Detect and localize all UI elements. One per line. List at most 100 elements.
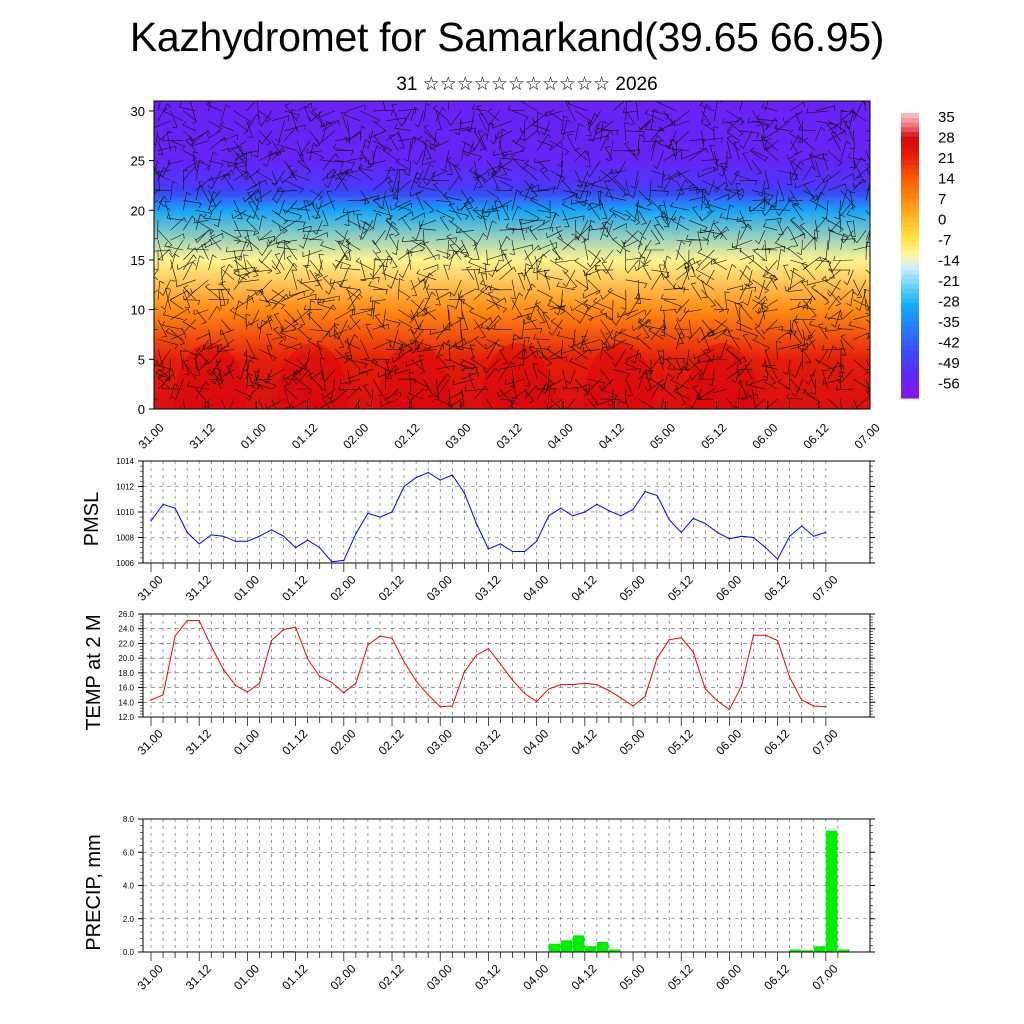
wind-barb <box>391 240 399 256</box>
wind-barb <box>344 168 361 181</box>
wind-barb <box>347 359 368 369</box>
wind-barb <box>801 280 816 300</box>
y-tick-label: 5 <box>138 352 145 367</box>
wind-barb <box>670 201 690 211</box>
wind-barb <box>488 259 500 278</box>
wind-barb <box>645 359 652 381</box>
wind-barb <box>247 309 260 326</box>
wind-barb <box>248 201 260 221</box>
x-tick-label: 01.12 <box>279 961 310 992</box>
wind-barb <box>274 253 285 271</box>
wind-barb <box>675 378 690 391</box>
data-point <box>789 676 791 678</box>
wind-barb <box>762 196 778 211</box>
wind-barb <box>380 398 399 407</box>
wind-barb <box>486 398 494 409</box>
wind-barb <box>509 369 515 388</box>
data-point <box>499 663 502 665</box>
wind-barb <box>236 359 247 380</box>
wind-barb <box>587 112 599 131</box>
wind-barb <box>296 359 313 377</box>
wind-barb <box>840 339 847 356</box>
wind-barb <box>213 210 222 228</box>
wind-barb <box>846 210 867 221</box>
wind-barb <box>726 370 741 380</box>
wind-barb <box>454 120 462 136</box>
wind-barb <box>284 290 305 300</box>
wind-barb <box>457 289 475 299</box>
data-point <box>258 682 261 684</box>
colorbar-swatch <box>901 117 919 124</box>
wind-barb <box>417 269 437 283</box>
wind-barb <box>777 330 791 340</box>
wind-barb <box>561 200 576 211</box>
wind-barb <box>786 150 803 160</box>
wind-barb <box>746 398 766 409</box>
wind-barb <box>739 393 758 400</box>
colorbar-swatch <box>901 179 919 185</box>
wind-barb <box>411 319 424 335</box>
data-point <box>584 682 586 684</box>
wind-barb <box>208 369 223 385</box>
data-point <box>608 510 610 512</box>
wind-barb <box>325 279 336 295</box>
wind-barb <box>587 378 606 388</box>
wind-barb <box>537 339 545 358</box>
data-point <box>246 540 249 542</box>
wind-barb <box>644 369 652 390</box>
wind-barb <box>271 293 290 310</box>
wind-barb <box>494 200 500 221</box>
wind-barb <box>654 216 664 231</box>
wind-barb <box>714 299 725 313</box>
wind-barb <box>461 239 470 257</box>
wind-barb <box>308 110 323 123</box>
wind-barb <box>360 339 370 360</box>
wind-barb <box>233 239 250 248</box>
wind-barb <box>815 359 835 374</box>
wind-barb <box>761 302 767 320</box>
wind-barb <box>537 112 543 131</box>
wind-barb <box>468 258 487 271</box>
wind-barb <box>586 120 592 137</box>
wind-barb <box>246 101 262 112</box>
wind-barb <box>221 255 242 262</box>
wind-barb <box>246 339 256 360</box>
wind-barb <box>267 315 273 330</box>
wind-barb <box>423 139 431 161</box>
wind-barb <box>385 221 397 241</box>
wind-barb <box>183 130 197 145</box>
temperature-field <box>154 101 870 409</box>
data-point <box>536 540 538 542</box>
wind-barb <box>233 120 249 135</box>
data-point <box>536 700 538 703</box>
colorbar-swatch <box>901 136 919 143</box>
wind-barb <box>764 369 777 385</box>
wind-barb <box>681 349 690 370</box>
wind-barb <box>702 269 715 286</box>
wind-barb <box>698 130 705 150</box>
wind-barb <box>238 277 260 283</box>
wind-barb <box>176 279 197 288</box>
wind-barb <box>447 110 462 127</box>
wind-barb <box>440 150 450 172</box>
data-point <box>319 675 321 678</box>
wind-barb <box>433 182 450 201</box>
wind-barb <box>307 337 323 350</box>
wind-barb <box>697 231 703 251</box>
data-point <box>620 697 622 699</box>
wind-barb <box>762 124 768 141</box>
wind-barb <box>604 180 614 201</box>
wind-barb <box>205 349 222 365</box>
data-point <box>692 651 694 653</box>
data-point <box>379 635 381 637</box>
wind-barb <box>360 359 378 366</box>
wind-barb <box>612 331 621 350</box>
warm-core <box>583 343 656 409</box>
wind-barb <box>461 309 469 330</box>
data-point <box>560 507 562 509</box>
wind-barb <box>164 359 171 382</box>
wind-barb <box>663 259 669 278</box>
wind-barb <box>429 140 449 150</box>
wind-barb <box>410 309 420 330</box>
wind-barb <box>222 173 235 191</box>
